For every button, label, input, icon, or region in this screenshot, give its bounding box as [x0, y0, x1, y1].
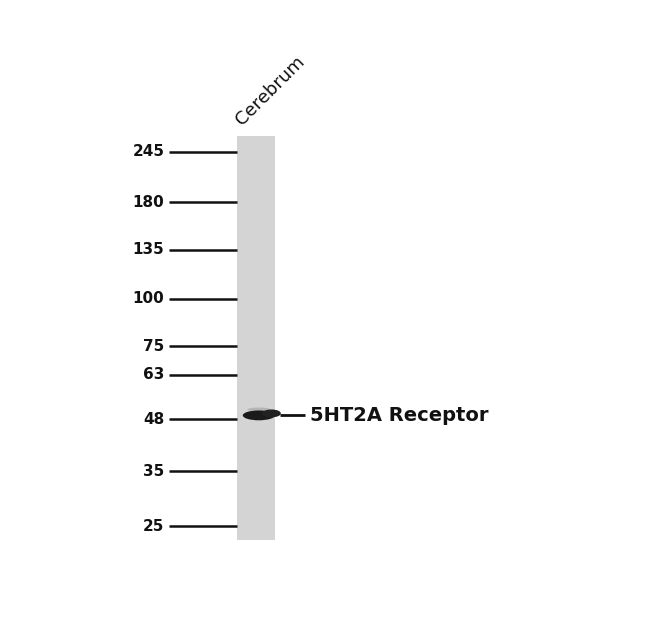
- Text: 63: 63: [143, 367, 164, 382]
- Text: 180: 180: [133, 195, 164, 210]
- Text: 75: 75: [143, 339, 164, 354]
- Text: 100: 100: [133, 291, 164, 307]
- Text: Cerebrum: Cerebrum: [232, 52, 309, 129]
- Text: 245: 245: [133, 145, 164, 159]
- Ellipse shape: [262, 410, 281, 417]
- Text: 5HT2A Receptor: 5HT2A Receptor: [311, 406, 489, 425]
- Text: 25: 25: [143, 519, 164, 534]
- Text: 48: 48: [143, 412, 164, 427]
- Text: 135: 135: [133, 242, 164, 257]
- Text: 35: 35: [143, 463, 164, 479]
- Bar: [237, 136, 275, 540]
- Ellipse shape: [248, 408, 270, 412]
- Ellipse shape: [242, 410, 275, 420]
